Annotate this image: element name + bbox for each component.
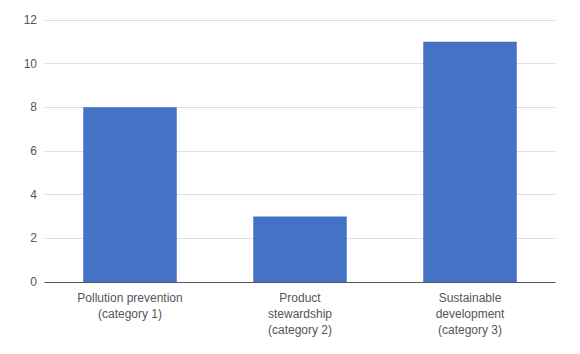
- svg-text:12: 12: [24, 13, 38, 27]
- svg-text:10: 10: [24, 57, 38, 71]
- svg-text:(category 1): (category 1): [98, 307, 162, 321]
- svg-text:2: 2: [30, 231, 37, 245]
- svg-text:8: 8: [30, 100, 37, 114]
- svg-text:stewardship: stewardship: [268, 307, 332, 321]
- svg-text:6: 6: [30, 144, 37, 158]
- svg-text:0: 0: [30, 275, 37, 289]
- svg-text:4: 4: [30, 188, 37, 202]
- svg-text:Sustainable: Sustainable: [439, 291, 502, 305]
- svg-text:development: development: [436, 307, 505, 321]
- svg-text:(category 2): (category 2): [268, 323, 332, 337]
- svg-text:(category 3): (category 3): [438, 323, 502, 337]
- svg-text:Pollution prevention: Pollution prevention: [77, 291, 182, 305]
- svg-text:Product: Product: [279, 291, 321, 305]
